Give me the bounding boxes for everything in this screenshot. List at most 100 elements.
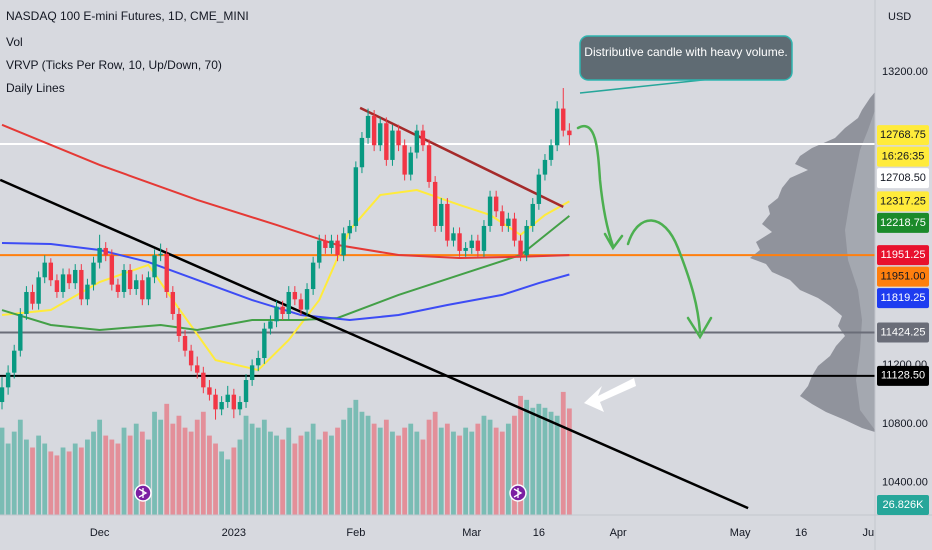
candle-body: [219, 402, 224, 410]
volume-bar: [268, 431, 273, 515]
candle-body: [304, 289, 310, 310]
volume-bar: [261, 419, 267, 515]
candle-body: [317, 240, 322, 263]
volume-bar: [30, 447, 35, 515]
price-tag-label: 11819.25: [880, 292, 925, 304]
volume-bar: [457, 435, 462, 515]
annotation-box: [579, 35, 793, 81]
volume-bar: [426, 419, 432, 515]
candle-body: [24, 291, 29, 314]
candle-body: [451, 233, 456, 241]
candle-body: [292, 291, 298, 300]
projection-curve: [626, 219, 713, 340]
volume-bar: [518, 395, 523, 515]
x-tick-label: May: [730, 527, 751, 539]
volume-bar: [109, 439, 115, 515]
volume-bar: [127, 435, 133, 515]
projection-curve: [576, 124, 624, 251]
candle-body: [323, 240, 328, 248]
volume-bar: [72, 443, 78, 515]
volume-bar: [139, 431, 145, 515]
x-tick-label: 2023: [222, 527, 246, 539]
candle-body: [30, 291, 35, 304]
candle-body: [457, 233, 462, 251]
volume-bar: [292, 443, 298, 515]
candle-body: [286, 291, 291, 314]
candle-body: [500, 211, 505, 226]
volume-bar: [17, 419, 23, 515]
candle-body: [518, 240, 523, 256]
volume-bar: [115, 443, 121, 515]
volume-bar: [97, 419, 103, 515]
volume-profile-up: [845, 110, 875, 430]
volume-bar: [554, 415, 560, 515]
indicator-label: Daily Lines: [6, 81, 65, 95]
candle-body: [12, 350, 17, 373]
arrow: [584, 378, 636, 412]
volume-bar: [560, 391, 566, 515]
y-tick-label: 10800.00: [882, 418, 928, 430]
price-tag: [877, 322, 929, 343]
candle-body: [85, 284, 90, 300]
volume-bar: [11, 431, 17, 515]
volume-bar: [524, 399, 530, 515]
volume-bar: [396, 435, 401, 515]
candle-body: [554, 108, 560, 146]
volume-bar: [182, 427, 188, 515]
candle-body: [103, 247, 108, 256]
x-tick-label: 16: [533, 527, 545, 539]
candle-body: [54, 280, 60, 292]
trend-line: [0, 178, 749, 510]
volume-bar: [335, 427, 340, 515]
candle-body: [463, 247, 468, 251]
candle-body: [567, 130, 572, 136]
event-icon-glyph: [513, 488, 523, 498]
trend-line: [359, 106, 564, 209]
candle-body: [243, 380, 249, 403]
volume-bar: [487, 419, 493, 515]
y-tick-label: 13200.00: [882, 66, 928, 78]
volume-bar: [146, 439, 151, 515]
plot-area: [0, 78, 875, 515]
candle-body: [109, 255, 115, 285]
x-tick-label: Mar: [462, 527, 481, 539]
volume-bar: [66, 451, 72, 515]
volume-bar: [530, 407, 536, 515]
candle-body: [18, 313, 23, 351]
volume-bar: [213, 443, 218, 515]
candle-body: [170, 291, 176, 314]
candle-body: [310, 262, 316, 290]
candle-body: [225, 394, 230, 403]
volume-bar: [207, 435, 212, 515]
candle-body: [512, 218, 517, 241]
volume-bar: [188, 431, 194, 515]
candle-layer: [0, 88, 572, 420]
volume-bar: [347, 407, 353, 515]
volume-bar: [371, 423, 377, 515]
candle-body: [121, 269, 127, 292]
volume-bar: [536, 403, 542, 515]
volume-bar: [341, 419, 347, 515]
candle-body: [426, 145, 432, 182]
volume-bar: [280, 439, 286, 515]
candle-body: [176, 313, 182, 336]
x-tick-label: 16: [795, 527, 807, 539]
price-tag: [877, 212, 929, 233]
price-tag: [877, 146, 929, 167]
candle-body: [140, 280, 145, 300]
volume-bar: [5, 443, 11, 515]
volume-bar: [237, 439, 243, 515]
candle-body: [195, 365, 200, 373]
volume-bar: [255, 427, 261, 515]
volume-bar: [310, 423, 316, 515]
volume-bar: [566, 408, 572, 515]
candle-body: [378, 123, 383, 146]
candle-body: [469, 240, 474, 248]
indicator-label: VRVP (Ticks Per Row, 10, Up/Down, 70): [6, 58, 222, 72]
candle-body: [371, 115, 377, 146]
candle-body: [414, 130, 420, 153]
candle-body: [408, 152, 413, 175]
volume-bar: [24, 439, 29, 515]
volume-bar: [505, 423, 511, 515]
candle-body: [487, 196, 493, 226]
